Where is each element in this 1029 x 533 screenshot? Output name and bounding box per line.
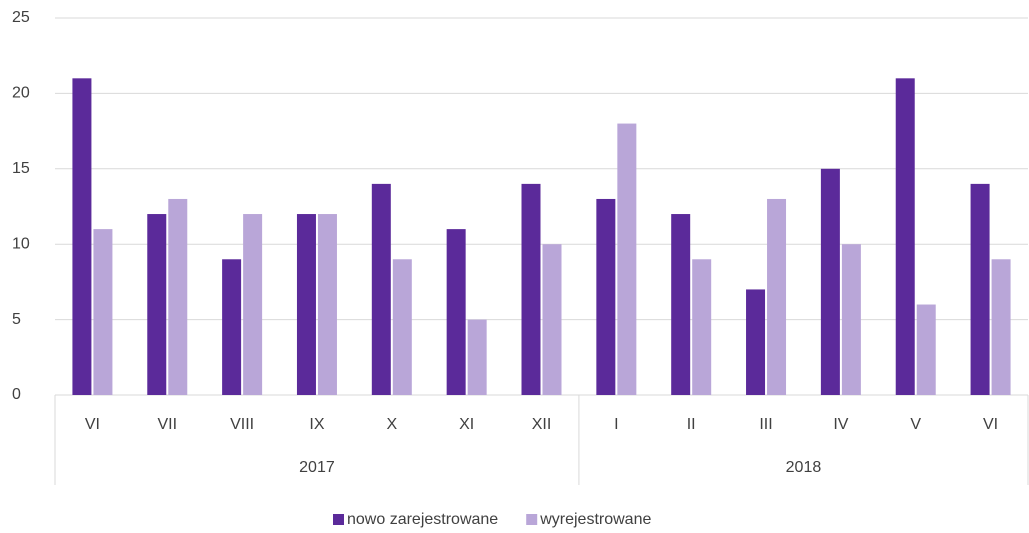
legend-swatch — [526, 514, 538, 525]
bar — [93, 229, 113, 395]
bar — [841, 244, 861, 395]
bar — [147, 214, 167, 395]
bar — [671, 214, 691, 395]
bar — [820, 168, 840, 395]
x-tick-label: VI — [85, 416, 100, 433]
bar — [895, 78, 915, 395]
x-tick-label: VI — [983, 416, 998, 433]
bar — [168, 198, 188, 395]
y-tick-label: 15 — [12, 160, 30, 177]
year-label: 2018 — [786, 459, 822, 476]
x-tick-label: I — [614, 416, 618, 433]
bar — [617, 123, 637, 395]
bar — [72, 78, 92, 395]
bar — [991, 259, 1011, 395]
x-tick-label: VII — [157, 416, 177, 433]
bar — [970, 183, 990, 395]
bar — [222, 259, 242, 395]
x-tick-label: II — [687, 416, 696, 433]
bar — [467, 319, 487, 395]
y-tick-label: 25 — [12, 9, 30, 26]
bar — [746, 289, 766, 395]
year-label: 2017 — [299, 459, 335, 476]
bar — [296, 214, 316, 395]
bar — [767, 198, 787, 395]
bar — [916, 304, 936, 395]
y-tick-label: 5 — [12, 311, 21, 328]
y-tick-label: 10 — [12, 235, 30, 252]
x-tick-label: V — [910, 416, 921, 433]
bar — [371, 183, 391, 395]
bar — [521, 183, 541, 395]
x-tick-label: XII — [532, 416, 552, 433]
bar — [392, 259, 412, 395]
x-tick-label: IX — [309, 416, 324, 433]
bar — [317, 214, 337, 395]
legend-swatch — [333, 514, 344, 525]
x-tick-label: III — [759, 416, 772, 433]
x-tick-label: XI — [459, 416, 474, 433]
legend-label: wyrejestrowane — [539, 511, 651, 528]
x-tick-label: X — [386, 416, 397, 433]
x-tick-label: VIII — [230, 416, 254, 433]
bar — [692, 259, 712, 395]
bar — [243, 214, 263, 395]
bar — [542, 244, 562, 395]
legend-label: nowo zarejestrowane — [347, 511, 498, 528]
y-tick-label: 20 — [12, 85, 30, 102]
x-tick-label: IV — [833, 416, 848, 433]
bar — [596, 198, 616, 395]
y-tick-label: 0 — [12, 386, 21, 403]
bar — [446, 229, 466, 395]
